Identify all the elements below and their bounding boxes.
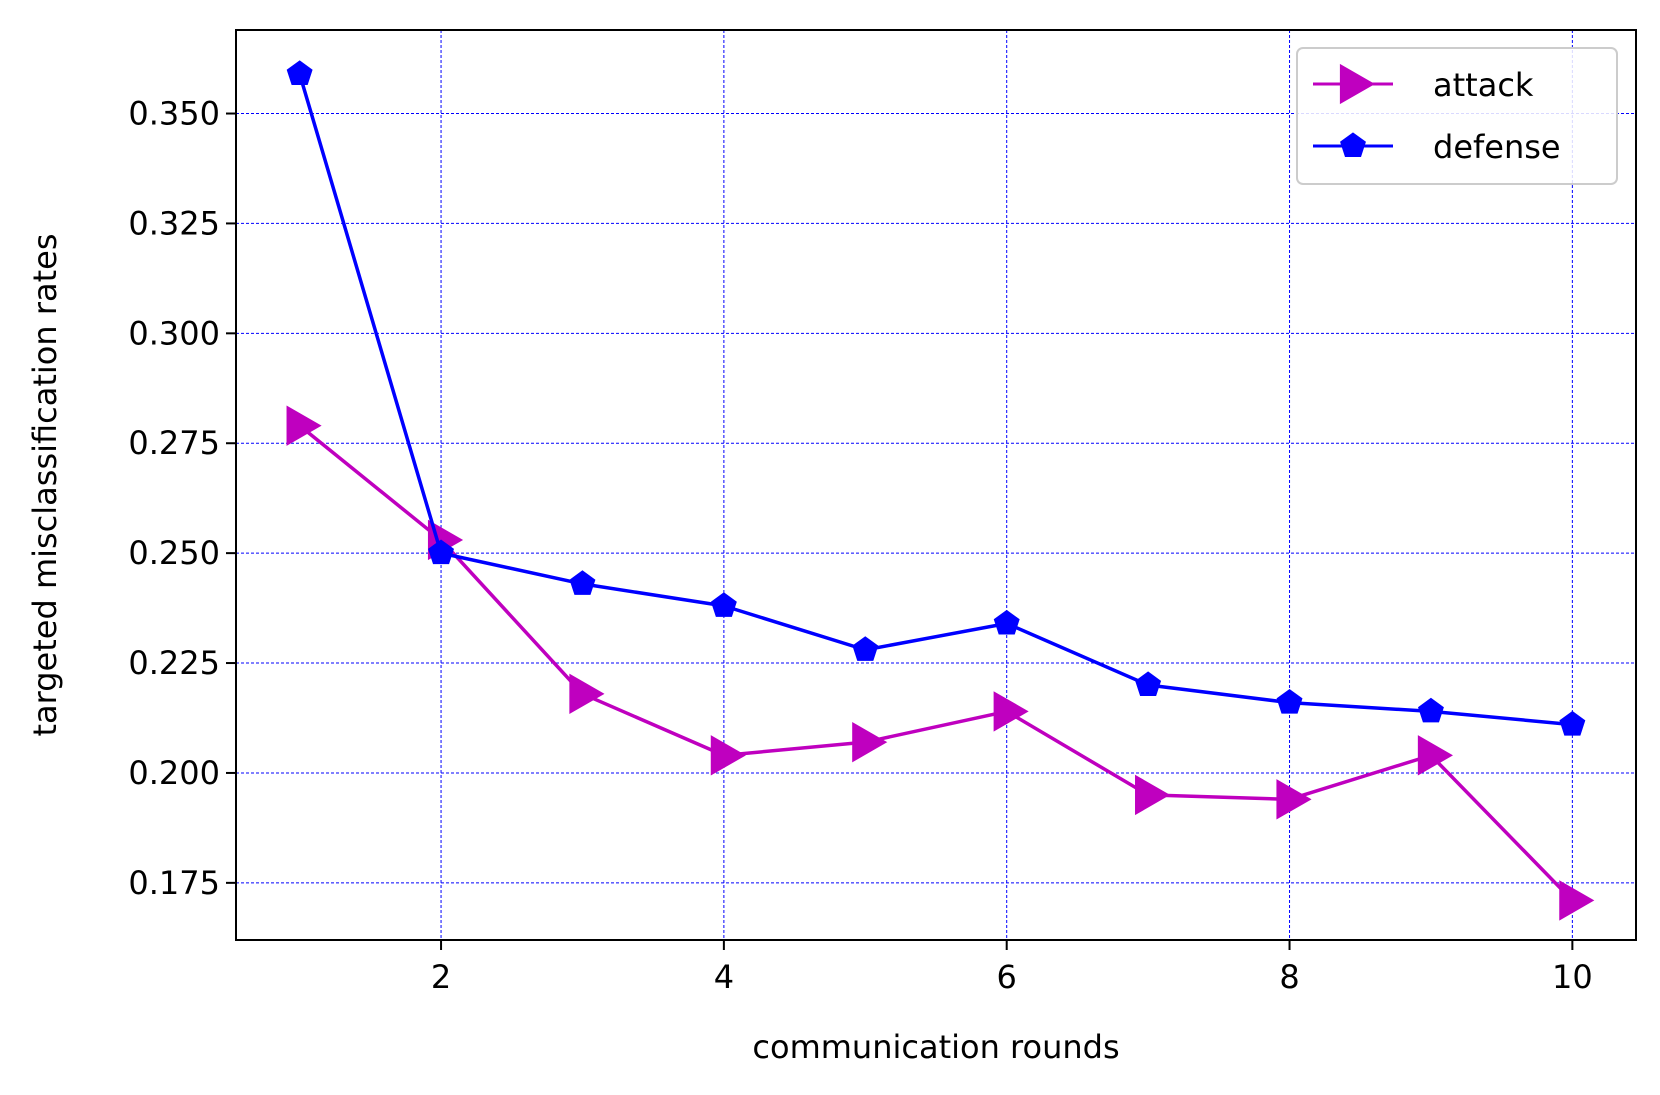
data-point-defense — [1276, 688, 1303, 714]
data-point-attack — [993, 691, 1029, 732]
series-line-attack — [298, 424, 1574, 902]
legend-box — [1296, 47, 1618, 185]
legend-marker-attack — [1339, 63, 1376, 105]
legend-marker-defense — [1340, 132, 1366, 158]
data-point-attack — [569, 673, 605, 715]
y-tick-label: 0.325 — [128, 204, 220, 242]
data-point-defense — [710, 592, 737, 617]
legend-label-defense: defense — [1433, 128, 1561, 166]
data-point-defense — [993, 609, 1020, 635]
data-point-attack — [1417, 735, 1453, 776]
y-tick-label: 0.225 — [128, 644, 220, 682]
data-point-defense — [428, 539, 454, 565]
data-point-attack — [1276, 779, 1312, 820]
x-tick-label: 10 — [1552, 958, 1593, 996]
x-tick-label: 8 — [1279, 958, 1299, 996]
y-tick-label: 0.250 — [128, 534, 220, 572]
data-point-defense — [286, 60, 313, 85]
plot-frame — [235, 29, 1637, 941]
y-tick-label: 0.200 — [128, 754, 220, 792]
legend: attack defense — [1296, 47, 1618, 185]
data-point-defense — [569, 570, 596, 595]
x-tick-label: 2 — [431, 958, 451, 996]
y-tick-label: 0.175 — [128, 864, 220, 902]
data-point-defense — [1418, 697, 1444, 723]
data-point-defense — [1559, 710, 1586, 736]
data-point-attack — [1559, 880, 1595, 921]
y-tick-label: 0.300 — [128, 314, 220, 352]
y-tick-label: 0.350 — [128, 95, 220, 133]
data-point-attack — [852, 721, 888, 763]
data-point-attack — [710, 735, 746, 776]
y-tick-label: 0.275 — [128, 424, 220, 462]
x-tick-label: 4 — [714, 958, 734, 996]
x-axis-title: communication rounds — [752, 1028, 1119, 1066]
data-point-attack — [1135, 774, 1171, 816]
data-point-defense — [852, 636, 879, 661]
axis-ticks: 2 4 6 8 10 0.175 0.200 0.225 0.250 0.275 0.300 0.32… — [128, 95, 1592, 996]
series-line-defense — [297, 73, 1573, 727]
data-point-defense — [1135, 671, 1162, 697]
y-axis-title: targeted misclassification rates — [26, 233, 64, 736]
data-point-attack — [286, 405, 322, 446]
x-tick-label: 6 — [997, 958, 1017, 996]
legend-label-attack: attack — [1433, 66, 1534, 104]
grid — [236, 30, 1636, 940]
series-layer — [286, 60, 1595, 921]
